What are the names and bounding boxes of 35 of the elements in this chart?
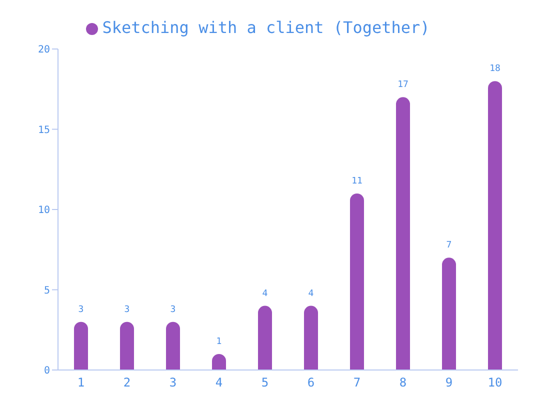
x-tick-label: 9 [445, 376, 453, 390]
data-label: 18 [490, 64, 500, 74]
data-label: 4 [262, 288, 268, 299]
x-tick-label: 7 [353, 376, 361, 390]
data-label: 1 [216, 336, 222, 347]
x-tick-label: 8 [399, 376, 407, 390]
data-label: 3 [170, 304, 176, 315]
data-label: 11 [352, 176, 362, 186]
y-tick-label: 5 [44, 285, 50, 296]
x-tick-label: 10 [488, 376, 502, 390]
data-label: 7 [446, 240, 452, 251]
data-label: 3 [124, 304, 130, 315]
data-label: 17 [398, 80, 408, 90]
bar [74, 322, 88, 370]
x-tick-label: 6 [307, 376, 315, 390]
bar [120, 322, 134, 370]
bar [258, 306, 272, 370]
bar [442, 258, 456, 370]
data-label: 3 [78, 304, 84, 315]
bar [396, 97, 410, 370]
data-label: 4 [308, 288, 314, 299]
y-tick-label: 20 [38, 44, 50, 56]
x-tick-label: 4 [215, 376, 223, 390]
legend-label: Sketching with a client (Together) [102, 18, 430, 37]
x-tick-label: 5 [261, 376, 269, 390]
x-tick-label: 3 [169, 376, 177, 390]
bar [488, 81, 502, 370]
y-tick-label: 10 [38, 205, 50, 216]
bar [304, 306, 318, 370]
y-tick-label: 0 [44, 366, 50, 377]
y-tick-label: 15 [38, 124, 50, 136]
x-tick-label: 2 [123, 376, 131, 390]
bar [350, 193, 364, 370]
bar [166, 322, 180, 370]
x-tick-label: 1 [77, 376, 85, 390]
